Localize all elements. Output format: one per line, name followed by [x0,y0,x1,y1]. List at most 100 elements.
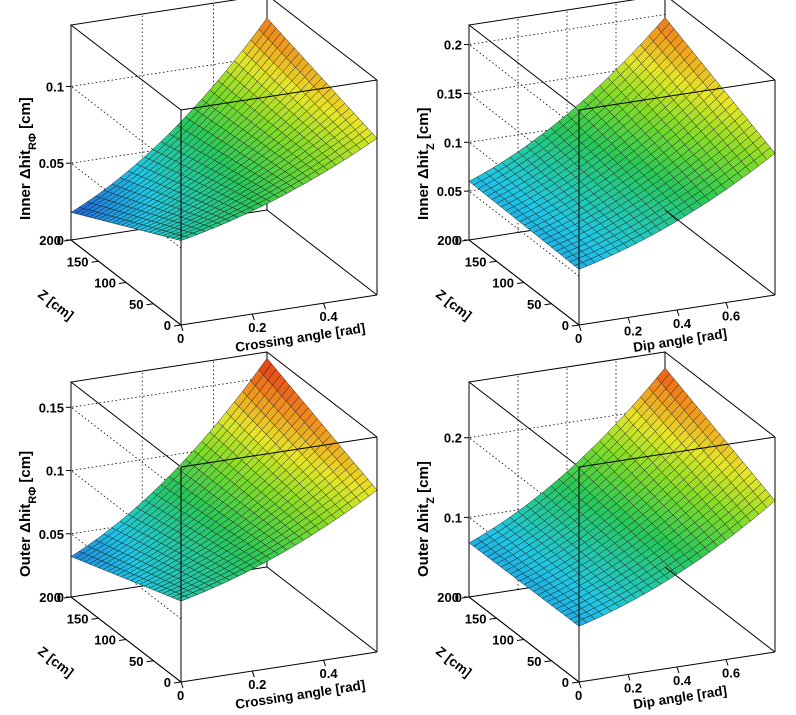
y-tick [91,260,99,263]
y-tick-label: 100 [492,276,514,291]
z-axis-title-main: Inner Δhit [17,150,34,220]
frame-edge [670,0,776,81]
y-tick [571,681,580,684]
z-tick-label: 0 [455,590,462,605]
z-tick-label: 0.05 [39,156,64,171]
x-tick [725,302,729,309]
surface-plot-inner-z: 0 0.2 0.4 0.605010015020000.050.10.150.2Dip… [415,0,776,355]
y-tick [91,617,99,620]
z-tick-label: 0.2 [444,38,462,53]
y-tick-label: 50 [527,654,541,669]
surface [468,367,776,627]
frame-edge [180,79,378,111]
front-frame [468,0,776,326]
z-axis-title: Outer ΔhitZ [cm] [415,461,437,577]
y-tick-label: 200 [437,590,459,605]
z-axis-title-unit: [cm] [415,461,432,497]
y-tick-label: 200 [39,590,61,605]
x-tick-label: 0.2 [624,324,642,339]
z-axis-title: Inner ΔhitRΦ [cm] [17,97,39,220]
y-tick-label: 50 [129,654,143,669]
y-tick [118,639,127,641]
frame-edge [272,0,378,81]
y-tick-label: 150 [67,611,89,626]
z-axis-title-sub: RΦ [27,487,39,504]
surface [468,17,776,270]
z-tick-label: 0.1 [444,510,462,525]
y-tick-label: 50 [527,297,541,312]
y-tick-label: 150 [465,254,487,269]
frame-edge [664,209,776,296]
surface-plot-outer-rphi: 00.20.405010015020000.050.10.15Crossing … [17,351,378,712]
z-axis-title: Inner ΔhitZ [cm] [415,107,437,220]
y-tick-label: 100 [94,276,116,291]
y-tick-label: 0 [164,675,171,690]
y-tick [146,660,154,663]
y-axis-title: Z [cm] [35,644,76,681]
frame-edge [266,566,378,653]
z-tick-label: 0.15 [39,400,64,415]
x-tick-label: 0.6 [722,309,740,324]
panel-inner-rphi: 0 0.2 0.4 0 50 100 150 200 0 0.05 0.1 Crossing angl… [0,0,398,357]
y-tick-label: 200 [437,233,459,248]
y-tick-label: 100 [492,633,514,648]
z-axis-title: Outer ΔhitRΦ [cm] [17,451,39,577]
frame-edge [578,436,776,468]
frame-edge [180,651,378,683]
y-tick-label: 50 [129,297,143,312]
x-tick-label: 0.4 [320,666,339,681]
y-tick-label: 150 [465,611,487,626]
z-axis-title-sub: Z [425,143,437,150]
z-tick-label: 0.15 [437,86,462,101]
surface-cell [761,494,776,509]
x-tick [180,681,184,689]
surface-cell [363,133,378,145]
y-tick [516,639,525,641]
y-tick [489,260,497,263]
z-axis-title-unit: [cm] [415,107,432,143]
x-tick-label: 0.2 [248,677,266,692]
y-tick [544,303,552,306]
z-axis-title-unit: [cm] [17,97,34,133]
x-tick [627,317,631,324]
frame-edge [578,79,776,111]
x-tick-label: 0 [177,331,184,346]
y-tick [571,324,580,327]
y-tick-label: 0 [164,318,171,333]
z-tick-label: 0.1 [444,135,462,150]
z-tick-label: 0.05 [39,527,64,542]
z-axis-title-main: Inner Δhit [415,150,432,220]
panel-inner-z: 0 0.2 0.4 0.6 0 50 100 150 200 0 0.05 0.1 0.15 0.2 Dip… [398,0,796,357]
y-tick [173,681,182,684]
y-tick [173,324,182,327]
y-tick [489,617,497,620]
x-tick-label: 0 [575,688,582,703]
z-tick-label: 0 [57,233,64,248]
z-axis-title-sub: RΦ [27,133,39,150]
panel-outer-z: 0 0.2 0.4 0.6 0 50 100 150 200 0 0.1 0.2 Dip angle [… [398,351,796,714]
frame-edge [266,351,378,438]
y-tick-label: 0 [562,318,569,333]
z-tick-label: 0.1 [46,464,64,479]
frame-edge [664,566,776,653]
z-tick-label: 0 [455,233,462,248]
surface-cell [363,484,378,497]
x-tick [676,309,680,317]
y-tick-label: 0 [562,675,569,690]
x-tick-label: 0.2 [624,681,642,696]
panel-outer-rphi: 0 0.2 0.4 0 50 100 150 200 0 0.05 0.1 0.15 Crossing … [0,351,398,714]
x-tick-label: 0.4 [673,316,692,331]
frame-edge [180,436,378,468]
z-axis-title-unit: [cm] [17,451,34,487]
x-tick [578,324,582,332]
y-axis-title: Z [cm] [433,287,474,324]
x-tick [627,674,631,681]
x-tick-label: 0.4 [320,309,339,324]
z-axis-title-main: Outer Δhit [415,504,432,577]
surface [70,357,378,602]
frame-edge [266,209,378,296]
y-tick [516,282,525,284]
x-tick [725,659,729,666]
